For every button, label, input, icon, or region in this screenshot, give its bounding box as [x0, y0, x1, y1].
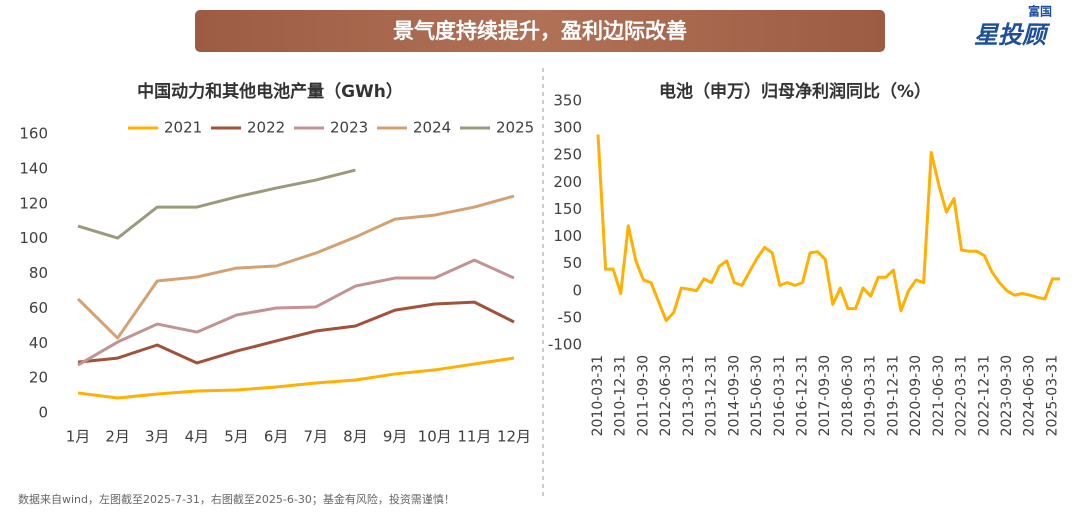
x-tick-label: 2月 — [105, 428, 130, 446]
x-tick-label: 2016-03-31 — [772, 355, 788, 436]
logo-top: 富国 — [1028, 4, 1052, 19]
x-tick-label: 2014-09-30 — [726, 355, 742, 436]
y-tick-label: 300 — [553, 119, 582, 137]
chart-title: 电池（申万）归母净利润同比（%） — [659, 81, 931, 102]
x-tick-label: 2013-03-31 — [681, 355, 697, 436]
x-tick-label: 5月 — [224, 428, 249, 446]
x-tick-label: 9月 — [383, 428, 408, 446]
series-line — [77, 168, 356, 240]
x-tick-label: 12月 — [497, 428, 531, 446]
y-tick-label: 150 — [553, 200, 582, 218]
x-tick-label: 2013-12-31 — [704, 355, 720, 436]
y-tick-label: 80 — [29, 264, 48, 282]
series-line — [77, 258, 515, 367]
y-tick-label: 100 — [553, 227, 582, 245]
x-tick-label: 2011-09-30 — [635, 355, 651, 436]
x-tick-label: 2022-12-31 — [976, 355, 992, 436]
x-tick-label: 6月 — [264, 428, 289, 446]
x-tick-label: 2018-06-30 — [840, 355, 856, 436]
x-tick-label: 2016-12-31 — [794, 355, 810, 436]
x-tick-label: 3月 — [145, 428, 170, 446]
x-tick-label: 7月 — [304, 428, 329, 446]
x-tick-label: 1月 — [66, 428, 91, 446]
x-tick-label: 10月 — [418, 428, 452, 446]
y-tick-label: 250 — [553, 146, 582, 164]
y-tick-label: 160 — [19, 125, 48, 143]
x-tick-label: 2010-12-31 — [613, 355, 629, 436]
series-line — [77, 356, 515, 400]
x-tick-label: 2017-09-30 — [817, 355, 833, 436]
x-tick-label: 2022-03-31 — [954, 355, 970, 436]
y-tick-label: 0 — [572, 281, 582, 299]
x-tick-label: 2015-06-30 — [749, 355, 765, 436]
x-tick-label: 2020-09-30 — [908, 355, 924, 436]
x-tick-label: 2023-09-30 — [999, 355, 1015, 436]
x-tick-label: 2019-12-31 — [885, 355, 901, 436]
footnote: 数据来自wind，左图截至2025-7-31，右图截至2025-6-30；基金有… — [18, 492, 455, 506]
legend-label: 2022 — [247, 119, 285, 137]
legend-label: 2021 — [164, 119, 202, 137]
y-tick-label: 0 — [38, 404, 48, 422]
y-tick-label: 60 — [29, 299, 48, 317]
legend-label: 2025 — [496, 119, 534, 137]
y-tick-label: 200 — [553, 173, 582, 191]
y-tick-label: 120 — [19, 194, 48, 212]
x-tick-label: 2010-03-31 — [590, 355, 606, 436]
x-tick-label: 2021-06-30 — [931, 355, 947, 436]
x-tick-label: 2012-06-30 — [658, 355, 674, 436]
logo-main: 星投顾 — [974, 21, 1051, 49]
chart-title: 中国动力和其他电池产量（GWh） — [137, 81, 403, 102]
x-tick-label: 2024-06-30 — [1022, 355, 1038, 436]
y-tick-label: 100 — [19, 229, 48, 247]
x-tick-label: 11月 — [457, 428, 491, 446]
x-tick-label: 2025-03-31 — [1044, 355, 1060, 436]
legend-label: 2023 — [330, 119, 368, 137]
banner — [195, 10, 885, 52]
legend-label: 2024 — [413, 119, 451, 137]
series-line — [77, 300, 515, 365]
y-tick-label: -100 — [548, 336, 582, 354]
series-line — [76, 194, 515, 340]
series-line — [596, 134, 1060, 323]
y-tick-label: 40 — [29, 334, 48, 352]
y-tick-label: 350 — [553, 92, 582, 110]
x-tick-label: 4月 — [185, 428, 210, 446]
y-tick-label: 50 — [563, 254, 582, 272]
banner-title: 景气度持续提升，盈利边际改善 — [393, 19, 687, 43]
y-tick-label: 140 — [19, 159, 48, 177]
y-tick-label: 20 — [29, 369, 48, 387]
x-tick-label: 2019-03-31 — [863, 355, 879, 436]
x-tick-label: 8月 — [343, 428, 368, 446]
y-tick-label: -50 — [558, 308, 583, 326]
